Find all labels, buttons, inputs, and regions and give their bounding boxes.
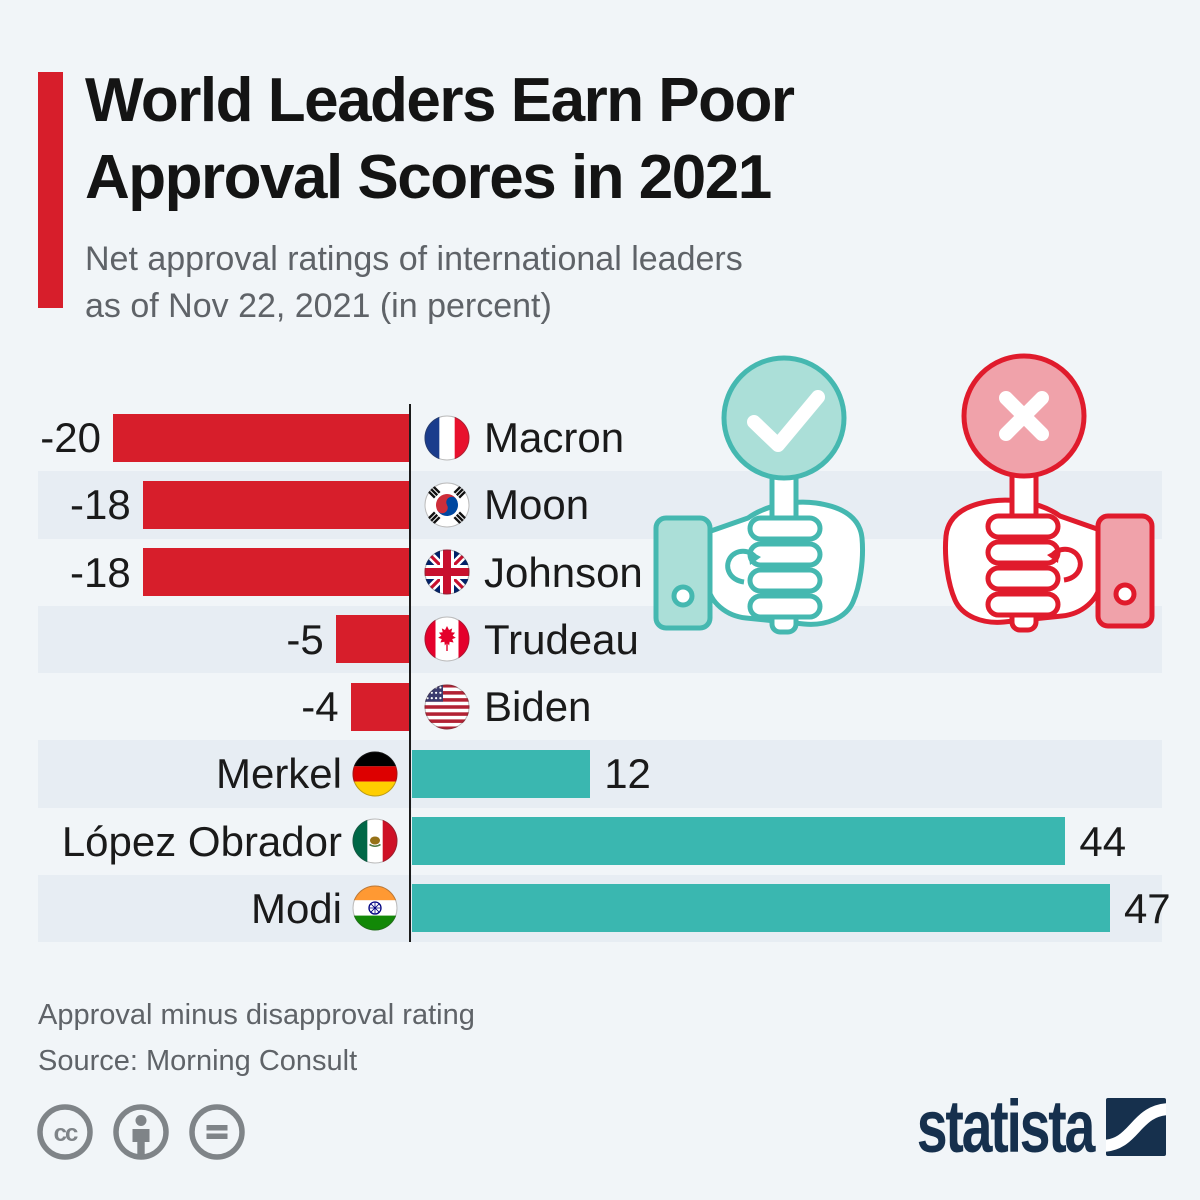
flag-mexico-icon: [352, 818, 398, 864]
flag-mexico: [352, 818, 398, 864]
value-label-trudeau: -5: [286, 615, 324, 663]
chart-row-merkel: 12 Merkel: [38, 740, 1162, 808]
approve-hand-check-sign-illustration: [653, 355, 865, 635]
flag-canada-icon: [424, 616, 470, 662]
subtitle-line-2: as of Nov 22, 2021 (in percent): [85, 287, 552, 325]
approve-hand-finger: [747, 515, 823, 542]
approve-hand-finger: [747, 567, 823, 594]
flag-united-kingdom: [424, 549, 470, 595]
chart-row-macron: -20 Macron: [38, 404, 1162, 471]
flag-united-kingdom-icon: [424, 549, 470, 595]
value-label-modi: 47: [1123, 884, 1171, 932]
source-note: Source: Morning Consult: [38, 1045, 358, 1077]
flag-canada: [424, 616, 470, 662]
disapprove-hand-finger: [985, 513, 1061, 540]
leader-name-label-trudeau: Trudeau: [484, 615, 639, 663]
flag-india: [352, 885, 398, 931]
value-label-biden: -4: [301, 683, 339, 730]
check-icon: [747, 390, 825, 452]
flag-france: [424, 415, 470, 461]
statista-logo-mark-icon: [1106, 1098, 1166, 1156]
negative-approval-bar-biden: [350, 682, 410, 731]
disapprove-hand-x-sign-illustration: [943, 353, 1155, 633]
chart-row-biden: -4 Biden: [38, 673, 1162, 740]
disapprove-hand-finger: [985, 539, 1061, 566]
title-accent-bar: [38, 72, 63, 308]
page-title: World Leaders Earn Poor Approval Scores i…: [85, 62, 1125, 216]
license-icons: cc: [36, 1103, 246, 1161]
chart-subtitle: Net approval ratings of international le…: [85, 236, 1085, 330]
cc-icon[interactable]: cc: [36, 1103, 94, 1161]
negative-approval-bar-johnson: [142, 548, 410, 596]
flag-united-states-icon: [424, 684, 470, 729]
leader-name-label-moon: Moon: [484, 481, 590, 529]
disapprove-hand-finger: [985, 565, 1061, 592]
value-label-johnson: -18: [70, 548, 131, 596]
negative-approval-bar-moon: [142, 480, 410, 529]
approve-cuff-button: [671, 584, 695, 608]
disapprove-cuff-button: [1113, 582, 1137, 606]
positive-approval-bar-l-pez-obrador: [412, 817, 1066, 865]
flag-south-korea-icon: [424, 482, 470, 528]
value-label-merkel: 12: [604, 750, 651, 798]
chart-row-modi: 47 Modi: [38, 874, 1171, 942]
svg-text:cc: cc: [54, 1120, 78, 1147]
value-label-macron: -20: [40, 414, 101, 461]
leader-name-label-merkel: Merkel: [215, 750, 342, 798]
approve-sign-circle: [721, 355, 847, 481]
leader-name-label-macron: Macron: [484, 414, 625, 461]
leader-name-label-biden: Biden: [484, 683, 592, 730]
flag-germany: [352, 751, 398, 797]
value-label-moon: -18: [70, 481, 131, 529]
footnotes: Approval minus disapproval rating Source…: [38, 992, 475, 1084]
approve-hand-finger: [747, 593, 823, 620]
flag-india-icon: [352, 885, 398, 931]
no-derivatives-icon[interactable]: [188, 1103, 246, 1161]
subtitle-line-1: Net approval ratings of international le…: [85, 240, 743, 278]
approve-sleeve-cuff: [653, 515, 713, 631]
statista-logo[interactable]: statista: [858, 1085, 1166, 1168]
flag-united-states: [424, 684, 470, 730]
zero-axis-line: [409, 404, 411, 942]
positive-approval-bar-modi: [412, 884, 1110, 933]
leader-name-label-johnson: Johnson: [484, 548, 643, 596]
chart-row-l-pez-obrador: 44 López Obrador: [38, 808, 1162, 875]
chart-note: Approval minus disapproval rating: [38, 999, 475, 1031]
title-line-1: World Leaders Earn Poor: [85, 66, 795, 135]
negative-approval-bar-macron: [113, 413, 410, 462]
flag-south-korea: [424, 482, 470, 528]
title-line-2: Approval Scores in 2021: [85, 143, 772, 212]
disapprove-hand-finger: [985, 591, 1061, 618]
approve-hand-thumb-tip: [748, 550, 761, 565]
chart-row-johnson: -18 Johnson: [38, 539, 1162, 606]
negative-approval-bar-trudeau: [335, 615, 410, 664]
disapprove-hand-thumb-tip: [1047, 548, 1060, 563]
leader-name-label-modi: Modi: [250, 884, 342, 932]
x-icon: [999, 391, 1049, 441]
flag-germany-icon: [352, 751, 398, 797]
attribution-icon[interactable]: [112, 1103, 170, 1161]
flag-france-icon: [424, 415, 470, 460]
leader-name-label-l-pez-obrador: López Obrador: [61, 817, 342, 865]
disapprove-sleeve-cuff: [1095, 513, 1155, 629]
approve-hand-finger: [747, 541, 823, 568]
positive-approval-bar-merkel: [412, 749, 591, 798]
value-label-l-pez-obrador: 44: [1079, 817, 1127, 865]
statista-logo-text: statista: [916, 1085, 1096, 1168]
